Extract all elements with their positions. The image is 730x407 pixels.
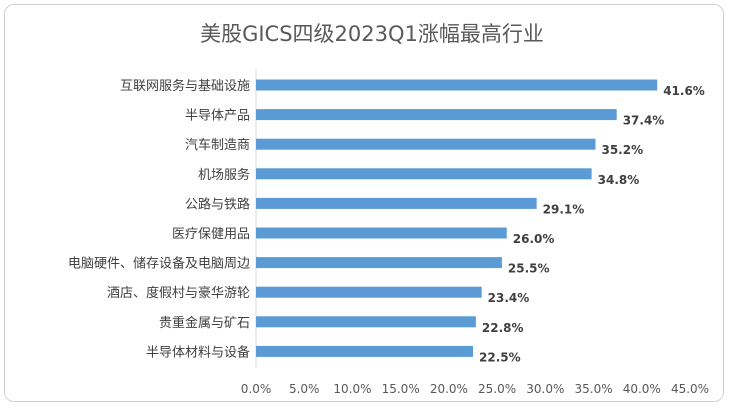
category-label: 酒店、度假村与豪华游轮 (107, 285, 250, 301)
x-tick-label: 10.0% (333, 382, 371, 396)
data-label: 23.4% (488, 291, 530, 305)
bar (256, 227, 507, 239)
data-label: 34.8% (598, 173, 640, 187)
category-label: 汽车制造商 (185, 137, 250, 153)
category-label: 机场服务 (198, 167, 250, 183)
data-label: 25.5% (508, 262, 550, 276)
chart-title: 美股GICS四级2023Q1涨幅最高行业 (200, 22, 544, 46)
data-label: 35.2% (601, 143, 643, 157)
category-label: 半导体材料与设备 (146, 344, 250, 360)
category-label: 半导体产品 (185, 109, 250, 124)
data-label: 37.4% (623, 114, 665, 128)
bar (256, 197, 537, 209)
category-label: 互联网服务与基础设施 (120, 78, 250, 94)
x-tick-label: 20.0% (430, 382, 468, 396)
data-label: 22.5% (479, 350, 521, 364)
bar (256, 316, 476, 328)
x-tick-label: 0.0% (241, 382, 272, 396)
category-label: 电脑硬件、储存设备及电脑周边 (68, 256, 250, 272)
plot-area: 互联网服务与基础设施 41.6% 半导体产品 37.4% 汽车制造商 35.2% 机场服务 3… (68, 69, 709, 396)
chart-card: 美股GICS四级2023Q1涨幅最高行业 互联网服务与基础设施 41.6% 半导体产… (4, 4, 724, 402)
x-tick-label: 30.0% (526, 382, 564, 396)
x-tick-label: 5.0% (289, 382, 320, 396)
data-label: 26.0% (513, 232, 555, 246)
x-tick-label: 35.0% (574, 382, 612, 396)
x-tick-label: 45.0% (671, 382, 709, 396)
bar (256, 286, 482, 298)
bar (256, 138, 596, 150)
x-tick-label: 15.0% (382, 382, 420, 396)
x-tick-label: 25.0% (478, 382, 516, 396)
chart-svg: 美股GICS四级2023Q1涨幅最高行业 互联网服务与基础设施 41.6% 半导体产… (68, 22, 709, 396)
category-label: 医疗保健用品 (172, 227, 250, 242)
x-tick-label: 40.0% (623, 382, 661, 396)
data-label: 22.8% (482, 321, 524, 335)
category-label: 公路与铁路 (185, 196, 250, 212)
bar (256, 257, 502, 269)
data-label: 41.6% (663, 84, 705, 98)
category-label: 贵重金属与矿石 (159, 315, 250, 331)
bar (256, 345, 473, 357)
bar (256, 79, 658, 91)
data-label: 29.1% (543, 202, 585, 216)
bar (256, 109, 617, 121)
bar (256, 168, 592, 180)
